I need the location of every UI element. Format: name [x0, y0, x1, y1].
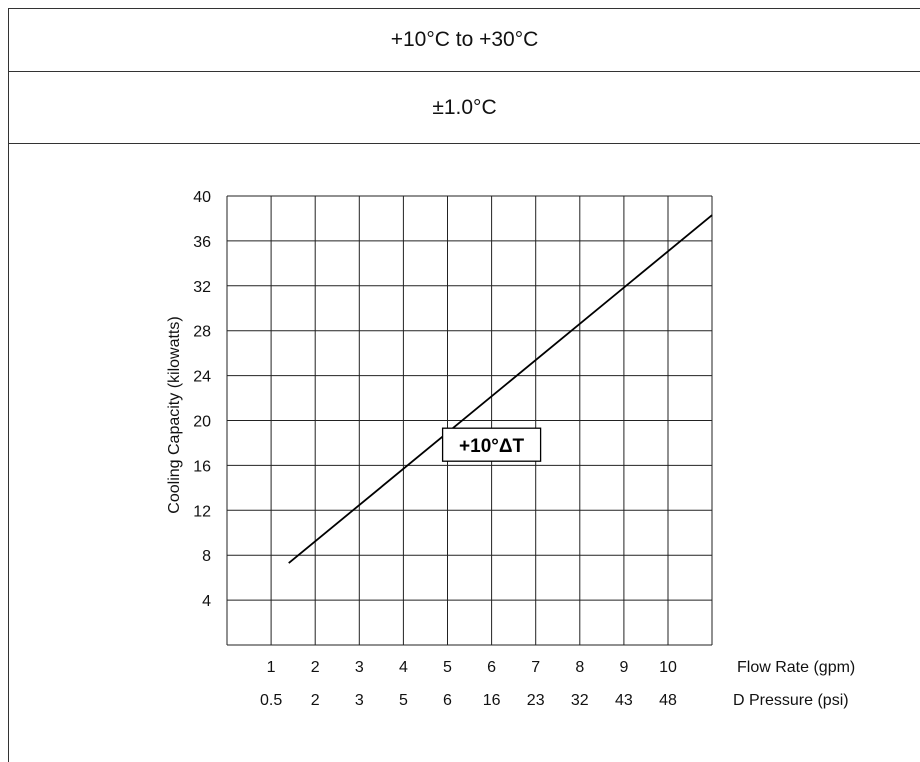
flow-rate-tick-label: 8	[575, 659, 584, 676]
series-label: +10°ΔT	[459, 436, 524, 457]
series-label-box	[441, 427, 542, 462]
y-axis-label: Cooling Capacity (kilowatts)	[166, 316, 183, 513]
y-tick-label: 8	[202, 548, 211, 565]
flow-rate-tick-label: 5	[443, 659, 452, 676]
flow-rate-tick-label: 2	[311, 659, 320, 676]
pressure-axis-label: D Pressure (psi)	[733, 692, 849, 709]
stability-text: ±1.0°C	[432, 95, 497, 119]
pressure-tick-label: 6	[443, 692, 452, 709]
y-tick-label: 28	[193, 324, 211, 341]
chart-series: +10°ΔT	[288, 214, 713, 564]
pressure-tick-label: 5	[399, 692, 408, 709]
chart-grid	[226, 195, 713, 646]
flow-rate-tick-label: 9	[619, 659, 628, 676]
pressure-tick-label: 2	[311, 692, 320, 709]
y-tick-label: 16	[193, 458, 211, 475]
y-tick-label: 24	[193, 369, 211, 386]
spec-frame: +10°C to +30°C ±1.0°C	[8, 8, 920, 762]
pressure-tick-label: 32	[571, 692, 589, 709]
x-tick-labels: 1 2 3 4 5 6 7 8 9 100.5 2 3 5 6 16 23 32 43 48	[260, 659, 677, 709]
y-tick-label: 12	[193, 503, 211, 520]
y-tick-label: 4	[202, 593, 211, 610]
y-tick-label: 36	[193, 234, 211, 251]
pressure-tick-label: 16	[483, 692, 501, 709]
flow-rate-axis-label: Flow Rate (gpm)	[737, 659, 855, 676]
series-line	[288, 214, 713, 564]
flow-rate-tick-label: 10	[659, 659, 677, 676]
flow-rate-tick-label: 7	[531, 659, 540, 676]
y-tick-labels: 4 8 12 16 20 24 28 32 36 40	[193, 189, 211, 610]
temperature-range-row: +10°C to +30°C	[9, 9, 920, 72]
pressure-tick-label: 43	[615, 692, 633, 709]
temperature-range-text: +10°C to +30°C	[390, 28, 539, 51]
pressure-tick-label: 48	[659, 692, 677, 709]
pressure-tick-label: 23	[527, 692, 545, 709]
stability-row: ±1.0°C	[9, 72, 920, 144]
pressure-tick-label: 3	[355, 692, 364, 709]
y-tick-label: 20	[193, 414, 211, 431]
flow-rate-tick-label: 3	[355, 659, 364, 676]
y-tick-label: 40	[193, 189, 211, 206]
flow-rate-tick-label: 6	[487, 659, 496, 676]
pressure-tick-label: 0.5	[260, 692, 282, 709]
flow-rate-tick-label: 1	[267, 659, 276, 676]
flow-rate-tick-label: 4	[399, 659, 408, 676]
y-tick-label: 32	[193, 279, 211, 296]
